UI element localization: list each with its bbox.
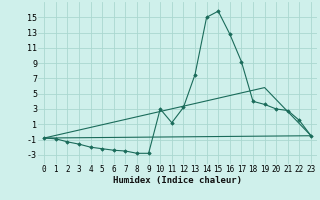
X-axis label: Humidex (Indice chaleur): Humidex (Indice chaleur) (113, 176, 242, 185)
